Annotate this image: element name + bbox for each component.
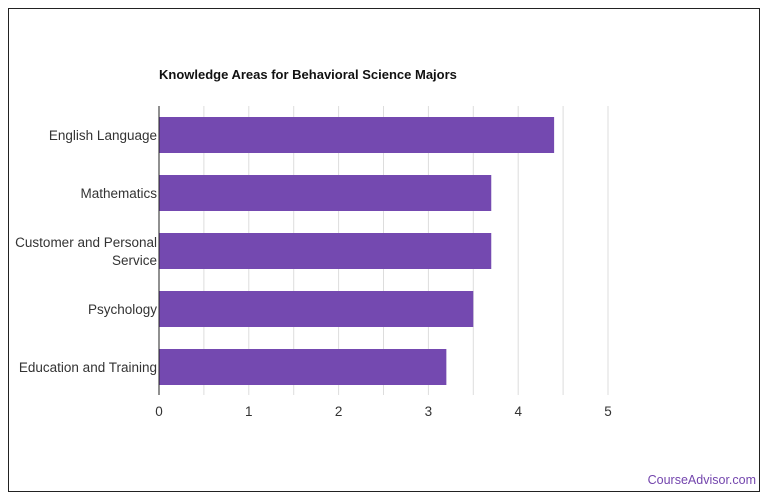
x-tick-label: 4 xyxy=(514,404,522,419)
x-tick-labels: 0 1 2 3 4 5 xyxy=(155,404,612,419)
bar[interactable] xyxy=(159,175,492,211)
bar[interactable] xyxy=(159,291,474,327)
category-label: Education and Training xyxy=(19,360,157,375)
x-tick-label: 3 xyxy=(425,404,433,419)
bar[interactable] xyxy=(159,349,447,385)
x-tick-label: 2 xyxy=(335,404,343,419)
chart-title: Knowledge Areas for Behavioral Science M… xyxy=(159,67,457,82)
category-label: Service xyxy=(112,253,157,268)
category-labels: English Language Mathematics Customer and … xyxy=(15,128,157,375)
category-label: Mathematics xyxy=(80,186,157,201)
courseadvisor-watermark[interactable]: CourseAdvisor.com xyxy=(647,473,756,487)
category-label: Psychology xyxy=(88,302,157,317)
x-tick-label: 1 xyxy=(245,404,253,419)
x-tick-label: 5 xyxy=(604,404,612,419)
bar[interactable] xyxy=(159,233,492,269)
category-label: English Language xyxy=(49,128,157,143)
category-label: Customer and Personal xyxy=(15,235,157,250)
bar[interactable] xyxy=(159,117,555,153)
bars xyxy=(159,117,555,385)
x-tick-label: 0 xyxy=(155,404,163,419)
